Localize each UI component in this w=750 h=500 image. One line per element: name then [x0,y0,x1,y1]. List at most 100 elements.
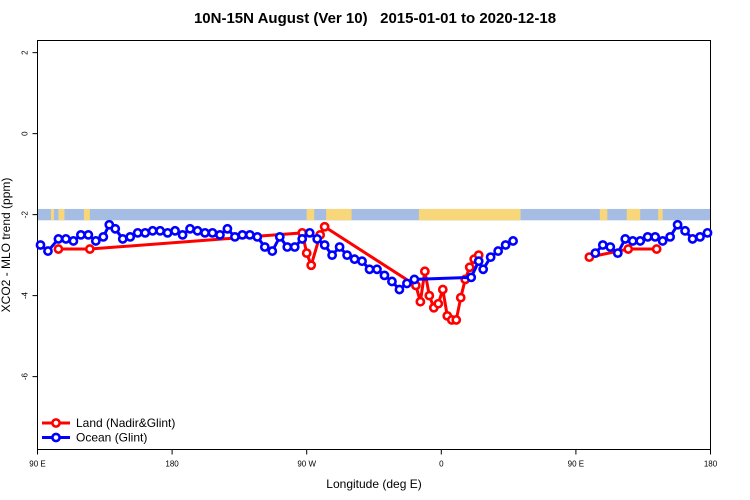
land-ocean-band [37,208,711,221]
legend-item-ocean: Ocean (Glint) [42,431,147,445]
x-tick-label: 90 W [297,460,316,469]
legend-item-land: Land (Nadir&Glint) [42,416,175,430]
land-point [433,298,444,309]
ocean-point [207,227,218,238]
land-patch [306,208,315,221]
y-tick-label: -6 [21,373,30,381]
ocean-point [282,242,293,252]
ocean-point [605,242,616,252]
land-patch [626,208,641,221]
ocean-point [364,264,375,275]
y-axis-label: XCO2 - MLO trend (ppm) [0,178,13,313]
legend-swatch-marker [51,432,61,443]
ocean-point [53,234,64,244]
ocean-point [327,250,338,261]
ocean-point [162,227,173,238]
land-patch [658,208,663,221]
ocean-point [177,229,188,240]
y-tick-label: -4 [21,292,30,300]
ocean-point [508,236,518,246]
land-point [301,248,312,258]
ocean-point [620,234,631,244]
land-point [415,296,426,307]
series-layer [35,219,713,325]
ocean-point [402,278,412,289]
ocean-point [597,240,608,250]
x-axis-label: Longitude (deg E) [326,477,421,491]
ocean-point [98,232,109,242]
land-point [464,262,475,273]
ocean-point [500,240,511,250]
ocean-point [349,254,360,265]
x-tick-label: 90 E [29,460,45,469]
land-patch [418,208,521,221]
land-point [319,221,330,232]
land-point [424,290,435,301]
legend: Land (Nadir&Glint)Ocean (Glint) [42,416,175,445]
land-point [419,266,430,277]
land-patch [326,208,352,221]
land-point [437,284,448,295]
ocean-point [117,234,128,244]
ocean-point [687,234,698,244]
land-patch [83,208,90,221]
ocean-point [170,225,180,236]
ocean-point [132,227,143,238]
ocean-point [650,232,661,242]
ocean-point [590,248,601,258]
land-patch [599,208,608,221]
ocean-point [304,227,315,238]
ocean-point [147,225,158,236]
ocean-point [394,284,405,295]
ocean-point [267,246,278,256]
legend-label: Ocean (Glint) [76,431,147,445]
ocean-point [200,227,210,238]
ocean-point [125,232,136,242]
ocean-point [672,219,683,230]
ocean-point [334,242,345,252]
ocean-point [379,270,390,281]
ocean-point [702,227,713,238]
ocean-point [680,225,690,236]
y-tick-label: -2 [21,211,30,219]
ocean-point [466,272,477,283]
chart-title: 10N-15N August (Ver 10) 2015-01-01 to 20… [193,10,557,27]
ocean-point [237,229,248,240]
legend-label: Land (Nadir&Glint) [76,416,175,430]
ocean-point [342,250,352,261]
y-tick-label: 2 [21,50,30,55]
ocean-point [612,248,623,258]
ocean-point [665,232,676,242]
x-tick-label: 90 E [568,460,584,469]
ocean-point [695,232,705,242]
y-tick-label: 0 [21,131,30,136]
ocean-point [372,264,382,275]
legend-swatch-marker [51,418,61,428]
ocean-point [90,236,101,246]
land-point [651,244,662,254]
series-land [53,221,662,325]
land-point [53,244,64,254]
x-tick-label: 0 [439,460,444,469]
ocean-point [83,229,94,240]
land-point [84,244,95,254]
ocean-point [657,236,668,246]
x-tick-label: 180 [704,460,718,469]
x-tick-label: 180 [165,460,179,469]
ocean-point [185,223,195,234]
land-point [455,292,466,303]
land-patch [50,208,54,221]
ocean-point [319,240,330,250]
ocean-point [140,227,151,238]
ocean-point [357,256,367,267]
ocean-point [155,225,166,236]
ocean-point [635,236,646,246]
land-point [451,315,462,325]
series-ocean [35,219,713,295]
ocean-point [493,246,504,256]
ocean-point [75,229,86,240]
ocean-band [37,208,711,221]
ocean-point [43,246,53,256]
ocean-point [289,242,300,252]
ocean-point [192,225,203,236]
